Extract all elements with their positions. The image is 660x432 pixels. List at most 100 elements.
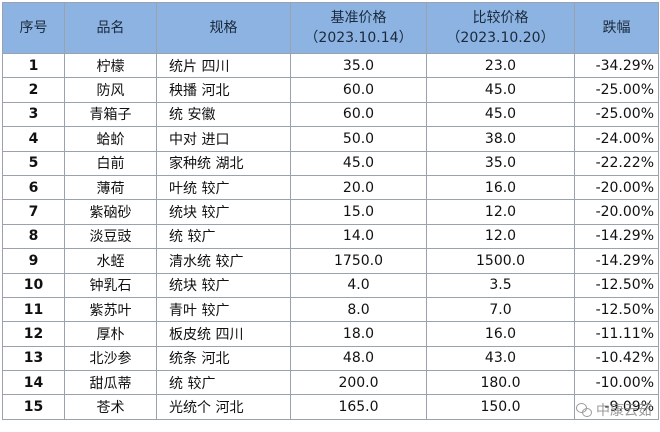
table-row: 10 钟乳石 统块 较广 4.0 3.5 -12.50%: [2, 272, 659, 298]
header-name: 品名: [64, 2, 157, 54]
row-name: 白前: [64, 150, 157, 176]
row-change: -24.00%: [574, 126, 659, 152]
row-compare-price: 12.0: [426, 199, 575, 225]
row-index: 4: [2, 126, 65, 152]
table-row: 13 北沙参 统条 河北 48.0 43.0 -10.42%: [2, 345, 659, 372]
row-index: 6: [2, 174, 65, 201]
row-name: 柠檬: [64, 52, 157, 79]
row-spec: 统 安徽: [156, 101, 291, 128]
header-index: 序号: [2, 2, 65, 54]
row-compare-price: 45.0: [426, 101, 575, 128]
row-spec: 叶统 较广: [156, 174, 291, 201]
header-spec: 规格: [156, 2, 291, 54]
row-index: 11: [2, 296, 65, 323]
row-base-price: 35.0: [290, 52, 427, 79]
row-compare-price: 12.0: [426, 223, 575, 250]
row-compare-price: 35.0: [426, 150, 575, 176]
row-base-price: 50.0: [290, 126, 427, 152]
row-index: 13: [2, 345, 65, 372]
row-name: 厚朴: [64, 321, 157, 347]
row-base-price: 200.0: [290, 370, 427, 396]
row-base-price: 60.0: [290, 77, 427, 103]
row-name: 紫硇砂: [64, 199, 157, 225]
row-index: 8: [2, 223, 65, 250]
row-spec: 中对 进口: [156, 126, 291, 152]
row-spec: 青叶 较广: [156, 296, 291, 323]
row-change: -34.29%: [574, 52, 659, 79]
row-spec: 统 较广: [156, 223, 291, 250]
row-spec: 家种统 湖北: [156, 150, 291, 176]
row-spec: 统块 较广: [156, 199, 291, 225]
row-spec: 统条 河北: [156, 345, 291, 372]
row-name: 北沙参: [64, 345, 157, 372]
table-row: 2 防风 秧播 河北 60.0 45.0 -25.00%: [2, 77, 659, 103]
header-base-date: （2023.10.14）: [304, 30, 413, 46]
row-change: -20.00%: [574, 174, 659, 201]
row-change: -10.00%: [574, 370, 659, 396]
row-name: 紫苏叶: [64, 296, 157, 323]
row-spec: 秧播 河北: [156, 77, 291, 103]
table-row: 4 蛤蚧 中对 进口 50.0 38.0 -24.00%: [2, 126, 659, 152]
row-change: -14.29%: [574, 248, 659, 274]
row-name: 水蛭: [64, 248, 157, 274]
row-change: -20.00%: [574, 199, 659, 225]
table-row: 12 厚朴 板皮统 四川 18.0 16.0 -11.11%: [2, 321, 659, 347]
table-row: 9 水蛭 清水统 较广 1750.0 1500.0 -14.29%: [2, 248, 659, 274]
table-row: 7 紫硇砂 统块 较广 15.0 12.0 -20.00%: [2, 199, 659, 225]
table-row: 15 苍术 光统个 河北 165.0 150.0 -9.09%: [2, 394, 659, 420]
row-change: -14.29%: [574, 223, 659, 250]
row-index: 7: [2, 199, 65, 225]
row-compare-price: 16.0: [426, 174, 575, 201]
row-compare-price: 43.0: [426, 345, 575, 372]
table-row: 3 青箱子统 安徽 60.0 45.0 -25.00%: [2, 101, 659, 128]
row-name: 防风: [64, 77, 157, 103]
header-compare-price: 比较价格 （2023.10.20）: [426, 2, 575, 54]
row-name: 苍术: [64, 394, 157, 420]
row-index: 15: [2, 394, 65, 420]
table-header-row: 序号 品名 规格 基准价格 （2023.10.14） 比较价格 （2023.10…: [2, 2, 659, 54]
row-base-price: 18.0: [290, 321, 427, 347]
row-spec: 光统个 河北: [156, 394, 291, 420]
row-base-price: 60.0: [290, 101, 427, 128]
row-spec: 统片 四川: [156, 52, 291, 79]
row-change: -22.22%: [574, 150, 659, 176]
row-change: -12.50%: [574, 272, 659, 298]
row-base-price: 20.0: [290, 174, 427, 201]
table-row: 14 甜瓜蒂统 较广 200.0 180.0 -10.00%: [2, 370, 659, 396]
row-index: 9: [2, 248, 65, 274]
row-compare-price: 45.0: [426, 77, 575, 103]
row-name: 甜瓜蒂: [64, 370, 157, 396]
table-row: 5 白前 家种统 湖北 45.0 35.0 -22.22%: [2, 150, 659, 176]
row-index: 10: [2, 272, 65, 298]
row-base-price: 15.0: [290, 199, 427, 225]
row-base-price: 14.0: [290, 223, 427, 250]
header-change: 跌幅: [574, 2, 659, 54]
wechat-icon: [576, 403, 592, 417]
table-row: 1 柠檬 统片 四川 35.0 23.0 -34.29%: [2, 52, 659, 79]
row-base-price: 45.0: [290, 150, 427, 176]
row-change: -25.00%: [574, 77, 659, 103]
row-change: -11.11%: [574, 321, 659, 347]
row-base-price: 48.0: [290, 345, 427, 372]
table-row: 11 紫苏叶 青叶 较广 8.0 7.0 -12.50%: [2, 296, 659, 323]
row-compare-price: 150.0: [426, 394, 575, 420]
row-name: 钟乳石: [64, 272, 157, 298]
row-base-price: 8.0: [290, 296, 427, 323]
row-spec: 清水统 较广: [156, 248, 291, 274]
row-spec: 统块 较广: [156, 272, 291, 298]
row-name: 青箱子: [64, 101, 157, 128]
row-name: 蛤蚧: [64, 126, 157, 152]
row-change: -10.42%: [574, 345, 659, 372]
row-compare-price: 1500.0: [426, 248, 575, 274]
table-row: 6 薄荷 叶统 较广 20.0 16.0 -20.00%: [2, 174, 659, 201]
row-compare-price: 16.0: [426, 321, 575, 347]
row-compare-price: 23.0: [426, 52, 575, 79]
header-compare-date: （2023.10.20）: [446, 30, 555, 46]
row-name: 薄荷: [64, 174, 157, 201]
header-base-price: 基准价格 （2023.10.14）: [290, 2, 427, 54]
row-compare-price: 7.0: [426, 296, 575, 323]
price-decline-table: 序号 品名 规格 基准价格 （2023.10.14） 比较价格 （2023.10…: [2, 2, 659, 420]
row-spec: 统 较广: [156, 370, 291, 396]
row-compare-price: 38.0: [426, 126, 575, 152]
row-index: 12: [2, 321, 65, 347]
